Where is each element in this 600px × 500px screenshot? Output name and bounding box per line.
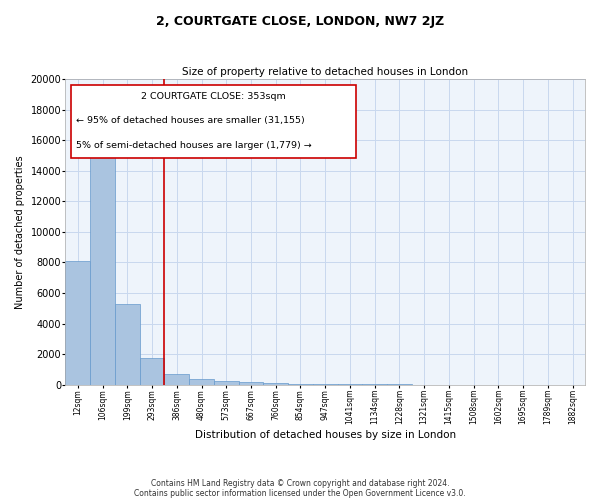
Text: Contains public sector information licensed under the Open Government Licence v3: Contains public sector information licen…: [134, 488, 466, 498]
Bar: [239, 382, 263, 384]
Bar: [214, 381, 239, 384]
Text: 2, COURTGATE CLOSE, LONDON, NW7 2JZ: 2, COURTGATE CLOSE, LONDON, NW7 2JZ: [156, 15, 444, 28]
Bar: [65, 261, 90, 384]
Text: 2 COURTGATE CLOSE: 353sqm: 2 COURTGATE CLOSE: 353sqm: [141, 92, 286, 100]
Text: Contains HM Land Registry data © Crown copyright and database right 2024.: Contains HM Land Registry data © Crown c…: [151, 478, 449, 488]
X-axis label: Distribution of detached houses by size in London: Distribution of detached houses by size …: [194, 430, 456, 440]
Bar: [164, 374, 189, 384]
Bar: [115, 304, 140, 384]
Bar: [189, 378, 214, 384]
Text: 5% of semi-detached houses are larger (1,779) →: 5% of semi-detached houses are larger (1…: [76, 141, 311, 150]
Y-axis label: Number of detached properties: Number of detached properties: [15, 155, 25, 308]
Title: Size of property relative to detached houses in London: Size of property relative to detached ho…: [182, 67, 468, 77]
Bar: [140, 358, 164, 384]
Text: ← 95% of detached houses are smaller (31,155): ← 95% of detached houses are smaller (31…: [76, 116, 305, 125]
Bar: [90, 131, 115, 384]
Bar: [263, 383, 288, 384]
FancyBboxPatch shape: [71, 85, 356, 158]
